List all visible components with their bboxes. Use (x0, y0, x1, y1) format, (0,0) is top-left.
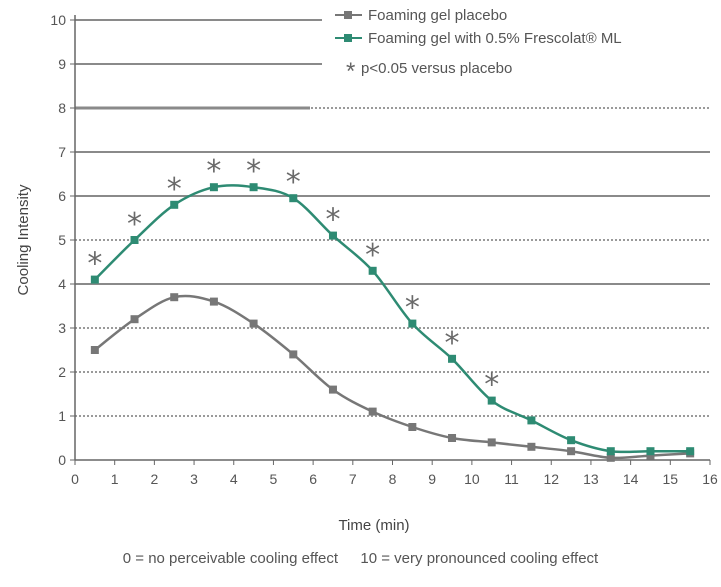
significance-star: * (206, 154, 221, 189)
data-point-1 (607, 447, 615, 455)
legend-label-placebo: Foaming gel placebo (368, 7, 507, 24)
data-series (91, 183, 694, 462)
x-tick-label: 5 (270, 471, 278, 487)
footnote-min: 0 = no perceivable cooling effect (123, 550, 338, 567)
y-tick-label: 4 (58, 276, 66, 292)
series-line-1 (95, 185, 690, 452)
y-tick-label: 1 (58, 408, 66, 424)
y-tick-label: 0 (58, 452, 66, 468)
x-tick-label: 1 (111, 471, 119, 487)
y-tick-label: 3 (58, 320, 66, 336)
data-point-0 (527, 443, 535, 451)
x-tick-label: 13 (583, 471, 599, 487)
scale-footnote: 0 = no perceivable cooling effect 10 = v… (0, 550, 721, 567)
x-tick-label: 3 (190, 471, 198, 487)
data-point-0 (408, 423, 416, 431)
y-tick-label: 9 (58, 56, 66, 72)
significance-star: * (286, 165, 301, 200)
x-tick-label: 14 (623, 471, 639, 487)
significance-star: * (484, 368, 499, 403)
x-tick-label: 11 (504, 471, 519, 487)
y-axis-label: Cooling Intensity (15, 184, 32, 295)
legend: Foaming gel placebo Foaming gel with 0.5… (322, 0, 721, 104)
x-tick-label: 0 (71, 471, 79, 487)
y-tick-label: 7 (58, 144, 66, 160)
data-point-0 (91, 346, 99, 354)
series-line-0 (95, 296, 690, 458)
data-point-0 (567, 447, 575, 455)
data-point-0 (488, 438, 496, 446)
significance-star: * (246, 154, 261, 189)
x-tick-label: 6 (309, 471, 317, 487)
legend-label-significance: p<0.05 versus placebo (361, 60, 512, 77)
x-tick-labels: 0 1 2 3 4 5 6 7 8 9 10 11 12 13 14 15 16 (71, 471, 718, 487)
x-tick-label: 15 (663, 471, 679, 487)
y-tick-labels: 0 1 2 3 4 5 6 7 8 9 10 (50, 12, 66, 468)
x-tick-label: 9 (428, 471, 436, 487)
x-tick-label: 8 (389, 471, 397, 487)
x-axis-label: Time (min) (338, 517, 409, 534)
x-tick-label: 2 (150, 471, 158, 487)
data-point-0 (329, 386, 337, 394)
data-point-0 (289, 350, 297, 358)
x-tick-label: 12 (543, 471, 559, 487)
x-tick-label: 4 (230, 471, 238, 487)
significance-markers: * * * * * * * * * * * (87, 154, 499, 402)
y-tick-label: 5 (58, 232, 66, 248)
data-point-1 (527, 416, 535, 424)
data-point-1 (686, 447, 694, 455)
legend-marker-frescolat (344, 34, 352, 42)
significance-star: * (325, 203, 340, 238)
y-tick-label: 2 (58, 364, 66, 380)
data-point-0 (448, 434, 456, 442)
significance-star: * (445, 326, 460, 361)
data-point-1 (567, 436, 575, 444)
data-point-0 (369, 408, 377, 416)
y-tick-label: 8 (58, 100, 66, 116)
data-point-0 (210, 298, 218, 306)
significance-star: * (127, 207, 142, 242)
legend-marker-placebo (344, 11, 352, 19)
data-point-0 (170, 293, 178, 301)
significance-star: * (365, 238, 380, 273)
data-point-1 (646, 447, 654, 455)
x-tick-label: 10 (464, 471, 480, 487)
legend-label-frescolat: Foaming gel with 0.5% Frescolat® ML (368, 30, 622, 47)
y-tick-label: 10 (50, 12, 66, 28)
significance-star: * (405, 291, 420, 326)
data-point-0 (250, 320, 258, 328)
y-tick-label: 6 (58, 188, 66, 204)
significance-star: * (87, 247, 102, 282)
legend-significance-star: * (346, 58, 355, 85)
significance-star: * (167, 172, 182, 207)
x-tick-label: 16 (702, 471, 718, 487)
x-tick-label: 7 (349, 471, 357, 487)
data-point-0 (131, 315, 139, 323)
footnote-max: 10 = very pronounced cooling effect (360, 550, 598, 567)
